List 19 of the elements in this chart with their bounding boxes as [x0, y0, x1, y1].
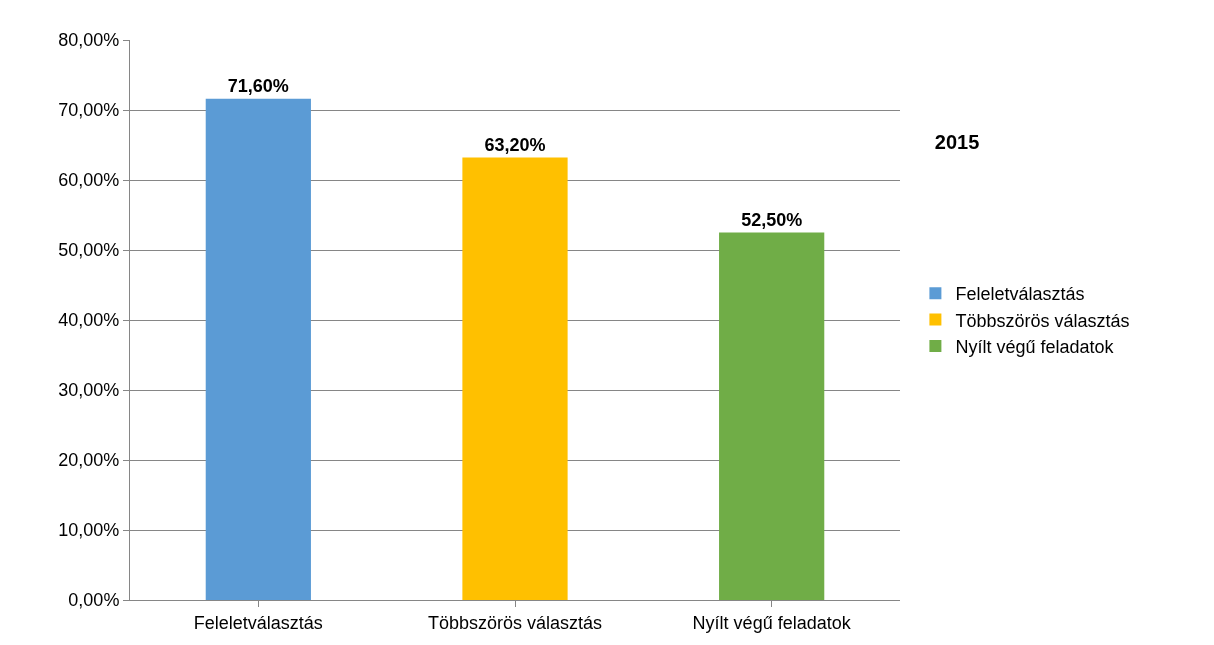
text: 2015: [934, 130, 980, 153]
legend-label: Feleletválasztás: [955, 284, 1085, 305]
data-label: 71,60%: [227, 75, 289, 96]
y-tick-label: 10,00%: [58, 520, 120, 541]
y-tick-label: 20,00%: [58, 450, 120, 471]
y-tick-label: 40,00%: [58, 310, 120, 331]
y-tick-label: 50,00%: [58, 240, 120, 261]
x-tick-label: Feleletválasztás: [193, 612, 323, 633]
y-tick-label: 60,00%: [58, 170, 120, 191]
x-tick-label: Többszörös választás: [427, 612, 603, 633]
y-tick-label: 30,00%: [58, 380, 120, 401]
y-tick-label: 80,00%: [58, 30, 120, 51]
legend-label: Nyílt végű feladatok: [955, 337, 1115, 358]
y-tick-label: 0,00%: [68, 590, 120, 611]
data-label: 63,20%: [484, 134, 546, 155]
data-label: 52,50%: [741, 209, 803, 230]
x-tick-label: Nyílt végű feladatok: [692, 612, 852, 633]
legend-label: Többszörös választás: [955, 310, 1130, 331]
y-tick-label: 70,00%: [58, 100, 120, 121]
